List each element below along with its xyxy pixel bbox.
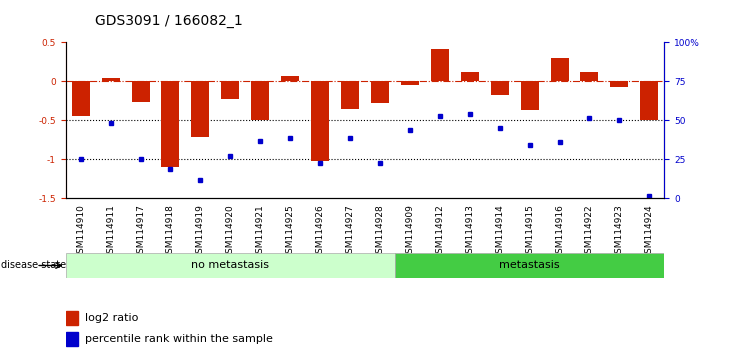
Bar [401, 81, 419, 85]
Bar [431, 49, 449, 81]
Bar [395, 253, 664, 278]
Text: metastasis: metastasis [499, 261, 560, 270]
Bar [66, 253, 395, 278]
Text: log2 ratio: log2 ratio [85, 313, 139, 323]
Bar [66, 312, 77, 325]
Bar [66, 332, 77, 346]
Text: disease state: disease state [1, 261, 66, 270]
Bar [550, 58, 569, 81]
Bar [161, 81, 180, 167]
Bar [101, 78, 120, 81]
Bar [251, 81, 269, 120]
Bar [610, 81, 629, 87]
Bar [341, 81, 359, 109]
Text: GDS3091 / 166082_1: GDS3091 / 166082_1 [95, 14, 242, 28]
Text: no metastasis: no metastasis [191, 261, 269, 270]
Bar [371, 81, 389, 103]
Bar [461, 72, 479, 81]
Bar [580, 72, 599, 81]
Bar [311, 81, 329, 161]
Bar [72, 81, 90, 116]
Text: percentile rank within the sample: percentile rank within the sample [85, 334, 273, 344]
Bar [191, 81, 210, 137]
Bar [491, 81, 509, 96]
Bar [640, 81, 658, 120]
Bar [221, 81, 239, 98]
Bar [131, 81, 150, 102]
Bar [281, 76, 299, 81]
Bar [520, 81, 539, 110]
